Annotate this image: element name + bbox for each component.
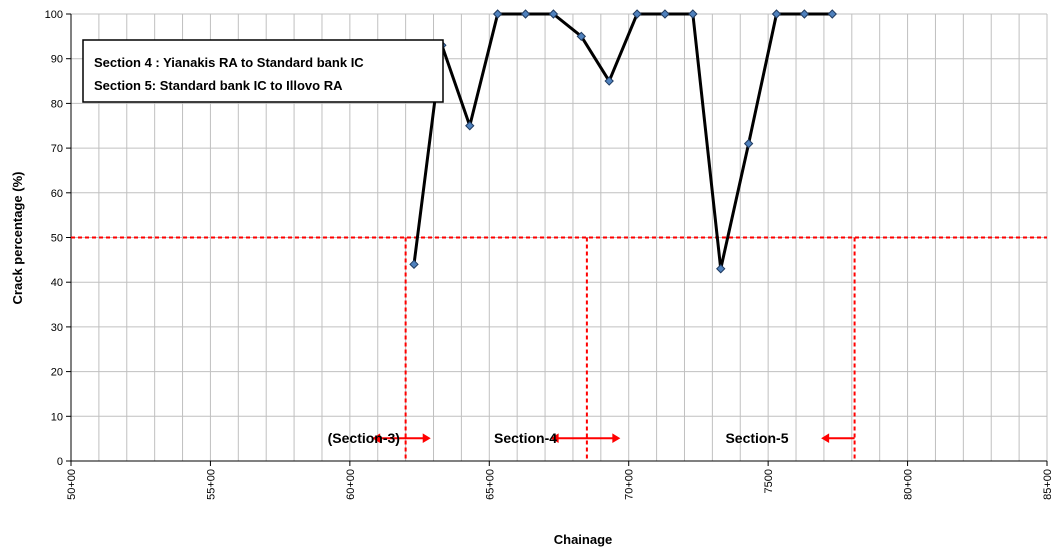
data-point xyxy=(465,121,475,131)
data-point xyxy=(632,9,642,19)
y-axis-title: Crack percentage (%) xyxy=(10,172,25,305)
annotations: (Section-3) Section-4 Section-5 xyxy=(328,430,855,446)
x-tick-label: 70+00 xyxy=(624,469,636,500)
x-tick-label: 60+00 xyxy=(345,469,357,500)
legend-line-1: Section 4 : Yianakis RA to Standard bank… xyxy=(94,55,364,70)
data-point xyxy=(576,31,587,42)
x-tick-label: 65+00 xyxy=(484,469,496,500)
data-point xyxy=(827,9,837,19)
y-tick-label: 100 xyxy=(45,9,63,21)
section-arrow xyxy=(550,433,621,444)
data-point xyxy=(771,9,782,19)
x-tick-label: 80+00 xyxy=(903,469,915,500)
data-point xyxy=(604,76,614,86)
reference-lines xyxy=(71,236,1047,461)
section-label: (Section-3) xyxy=(328,430,400,446)
data-point xyxy=(743,138,754,149)
y-tick-label: 50 xyxy=(51,233,63,245)
y-tick-label: 30 xyxy=(51,322,63,334)
y-tick-label: 90 xyxy=(51,54,63,66)
y-tick-label: 10 xyxy=(51,411,63,423)
legend-box: Section 4 : Yianakis RA to Standard bank… xyxy=(82,39,444,103)
series-line xyxy=(412,12,833,271)
arrowhead-left xyxy=(372,433,381,444)
y-tick-label: 40 xyxy=(51,277,63,289)
legend-line-2: Section 5: Standard bank IC to Illovo RA xyxy=(94,78,343,93)
data-point xyxy=(716,264,726,274)
legend-box-border xyxy=(82,39,444,103)
y-tick-label: 80 xyxy=(51,98,63,110)
section-arrow xyxy=(821,433,855,444)
data-point xyxy=(660,9,670,19)
arrowhead-right xyxy=(612,433,621,444)
y-tick-label: 20 xyxy=(51,367,63,379)
arrowhead-left xyxy=(550,433,559,444)
section-label: Section-5 xyxy=(725,430,788,446)
section-arrow xyxy=(372,433,431,444)
arrowhead-left xyxy=(821,433,830,444)
section-label: Section-4 xyxy=(494,430,557,446)
data-point xyxy=(492,9,503,19)
x-tick-label: 7500 xyxy=(763,469,775,493)
data-point xyxy=(799,9,810,19)
data-point xyxy=(409,259,419,270)
arrowhead-right xyxy=(422,433,431,444)
data-point xyxy=(548,9,559,19)
x-tick-label: 50+00 xyxy=(66,469,78,500)
x-tick-label: 85+00 xyxy=(1042,469,1054,500)
data-point xyxy=(688,9,698,19)
tick-labels: 0 10 20 30 40 50 60 70 80 90 100 50+00 55+00 60+00 65+… xyxy=(45,9,1054,500)
series-layer xyxy=(409,9,837,274)
data-point xyxy=(520,9,531,19)
x-axis-title: Chainage xyxy=(554,532,613,547)
x-tick-label: 55+00 xyxy=(205,469,217,500)
y-tick-label: 0 xyxy=(57,456,63,468)
y-tick-label: 70 xyxy=(51,143,63,155)
y-tick-label: 60 xyxy=(51,188,63,200)
